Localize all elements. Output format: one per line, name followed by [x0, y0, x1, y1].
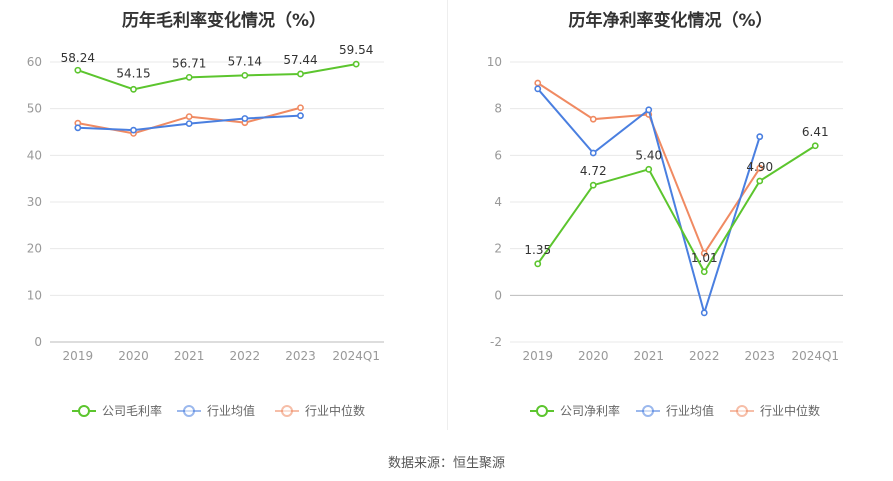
data-label: 58.24 [61, 51, 95, 65]
legend-swatch-marker [642, 405, 654, 417]
data-point [534, 260, 542, 268]
x-tick-label: 2023 [744, 349, 775, 363]
y-tick-label: 6 [494, 148, 502, 162]
x-tick-label: 2019 [522, 349, 553, 363]
data-source-note: 数据来源：恒生聚源 [387, 456, 505, 471]
legend-swatch-marker [183, 405, 195, 417]
legend-swatch-marker [536, 405, 548, 417]
data-point [811, 142, 819, 150]
legend-label: 公司毛利率 [102, 403, 162, 418]
data-point [297, 70, 304, 78]
data-point [645, 165, 653, 173]
legend-label: 行业中位数 [305, 403, 365, 418]
data-point [297, 104, 304, 112]
data-point [700, 268, 708, 276]
legend-label: 公司净利率 [560, 403, 620, 418]
chart-title-net-margin: 历年净利率变化情况（%） [568, 11, 773, 31]
x-tick-label: 2020 [118, 349, 149, 363]
x-tick-label: 2022 [230, 349, 261, 363]
x-tick-label: 2024Q1 [332, 349, 380, 363]
y-tick-label: 10 [487, 55, 502, 69]
data-label: 57.14 [228, 54, 262, 68]
legend-swatch-marker [736, 405, 748, 417]
series-line [536, 144, 816, 274]
data-point [589, 181, 597, 189]
data-point [241, 115, 249, 122]
data-point [185, 120, 193, 127]
x-tick-label: 2020 [578, 349, 609, 363]
data-label: 1.01 [691, 251, 718, 265]
series-line [536, 88, 761, 317]
y-tick-label: -2 [490, 335, 502, 349]
data-point [352, 60, 360, 68]
data-label: 57.44 [283, 53, 317, 67]
x-tick-label: 2021 [174, 349, 205, 363]
data-point [130, 85, 137, 93]
data-point [700, 309, 708, 317]
data-label: 59.54 [339, 43, 373, 57]
legend-label: 行业均值 [207, 403, 255, 418]
data-point [74, 124, 82, 132]
data-point [185, 113, 193, 120]
panel-divider [447, 0, 448, 430]
y-tick-label: 30 [27, 195, 42, 209]
data-point [589, 149, 597, 157]
series-line [77, 63, 357, 91]
y-tick-label: 10 [27, 288, 42, 302]
data-label: 5.40 [635, 148, 662, 162]
x-tick-label: 2022 [689, 349, 720, 363]
x-tick-label: 2023 [285, 349, 316, 363]
x-tick-label: 2024Q1 [791, 349, 839, 363]
y-tick-label: 0 [494, 288, 502, 302]
data-point [645, 106, 653, 114]
x-tick-label: 2021 [633, 349, 664, 363]
data-label: 54.15 [116, 66, 150, 80]
legend-label: 行业中位数 [760, 403, 820, 418]
y-tick-label: 40 [27, 148, 42, 162]
data-point [589, 115, 597, 123]
y-tick-label: 20 [27, 242, 42, 256]
chart-title-gross-margin: 历年毛利率变化情况（%） [121, 11, 327, 31]
y-tick-label: 4 [494, 195, 502, 209]
data-point [534, 79, 542, 87]
data-label: 4.72 [580, 164, 607, 178]
data-point [756, 177, 764, 185]
data-point [241, 71, 249, 79]
x-tick-label: 2019 [63, 349, 94, 363]
data-point [756, 164, 764, 172]
data-label: 56.71 [172, 56, 206, 70]
data-label: 1.35 [524, 243, 551, 257]
y-tick-label: 8 [494, 102, 502, 116]
data-point [74, 66, 82, 74]
data-label: 4.90 [746, 160, 773, 174]
data-point [534, 85, 542, 93]
data-point [130, 126, 137, 134]
legend-label: 行业均值 [666, 403, 714, 418]
data-point [185, 73, 193, 81]
data-point [297, 112, 304, 120]
y-tick-label: 60 [27, 55, 42, 69]
data-label: 6.41 [802, 125, 829, 139]
y-tick-label: 0 [34, 335, 42, 349]
legend-swatch-marker [78, 405, 90, 417]
y-tick-label: 50 [27, 102, 42, 116]
data-point [700, 249, 708, 257]
legend-swatch-marker [281, 405, 293, 417]
data-point [756, 133, 764, 141]
y-tick-label: 2 [494, 242, 502, 256]
